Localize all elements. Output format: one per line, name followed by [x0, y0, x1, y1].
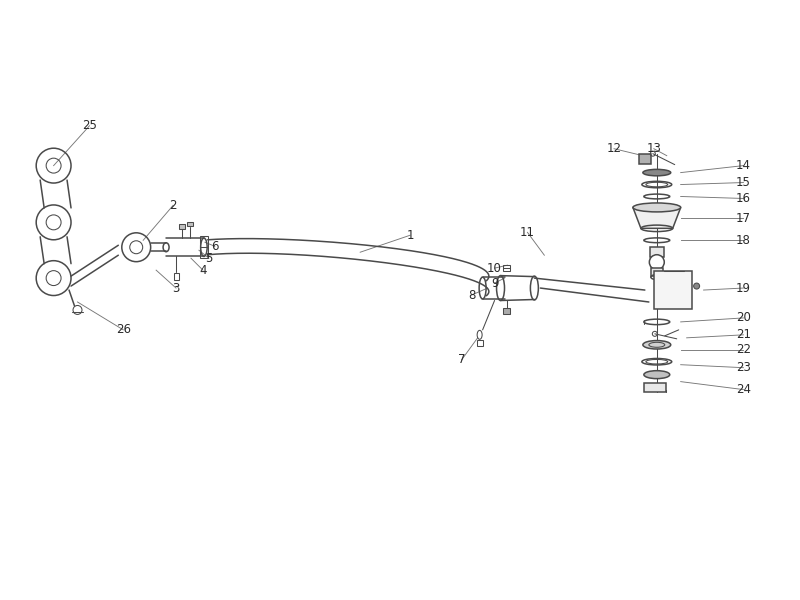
Bar: [187, 222, 193, 226]
Bar: [174, 272, 178, 280]
Circle shape: [694, 283, 700, 289]
Text: 19: 19: [736, 281, 751, 295]
Text: 7: 7: [458, 353, 466, 366]
Text: 11: 11: [520, 226, 535, 239]
Text: 14: 14: [736, 159, 751, 172]
Text: 20: 20: [736, 311, 751, 325]
Text: 18: 18: [736, 234, 751, 247]
Bar: [654, 271, 692, 309]
Text: 26: 26: [116, 323, 130, 337]
Bar: [502, 265, 510, 271]
Ellipse shape: [643, 169, 670, 176]
Bar: [200, 236, 208, 258]
Text: 15: 15: [736, 176, 751, 189]
Bar: [503, 308, 510, 314]
Polygon shape: [633, 208, 681, 229]
Bar: [651, 268, 662, 276]
Text: 10: 10: [487, 262, 502, 275]
Text: 12: 12: [606, 142, 622, 155]
Text: 22: 22: [736, 343, 751, 356]
Circle shape: [650, 255, 664, 269]
Bar: [644, 383, 666, 392]
Text: 23: 23: [736, 361, 751, 374]
Text: 2: 2: [170, 199, 177, 212]
Ellipse shape: [633, 203, 681, 212]
Text: 24: 24: [736, 383, 751, 396]
Text: 8: 8: [468, 289, 475, 302]
Ellipse shape: [644, 371, 670, 379]
Text: 5: 5: [206, 251, 213, 265]
Text: 21: 21: [736, 328, 751, 341]
Text: 25: 25: [82, 119, 97, 133]
Bar: [178, 224, 186, 229]
Text: 9: 9: [491, 277, 498, 290]
Bar: [650, 247, 664, 257]
Bar: [477, 340, 482, 346]
Text: 4: 4: [199, 263, 206, 277]
Text: 1: 1: [406, 229, 414, 242]
Text: 17: 17: [736, 212, 751, 225]
Bar: [639, 154, 651, 164]
Text: 6: 6: [211, 240, 218, 253]
Ellipse shape: [643, 341, 670, 349]
Text: 16: 16: [736, 192, 751, 205]
Text: 3: 3: [172, 281, 180, 295]
Text: 13: 13: [646, 142, 662, 155]
